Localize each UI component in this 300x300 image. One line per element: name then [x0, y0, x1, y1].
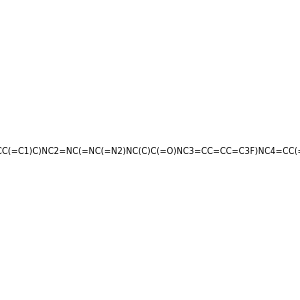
- Text: CC1=CC(=CC(=C1)C)NC2=NC(=NC(=N2)NC(C)C(=O)NC3=CC=CC=C3F)NC4=CC(=CC(=C4)C)C: CC1=CC(=CC(=C1)C)NC2=NC(=NC(=N2)NC(C)C(=…: [0, 147, 300, 156]
